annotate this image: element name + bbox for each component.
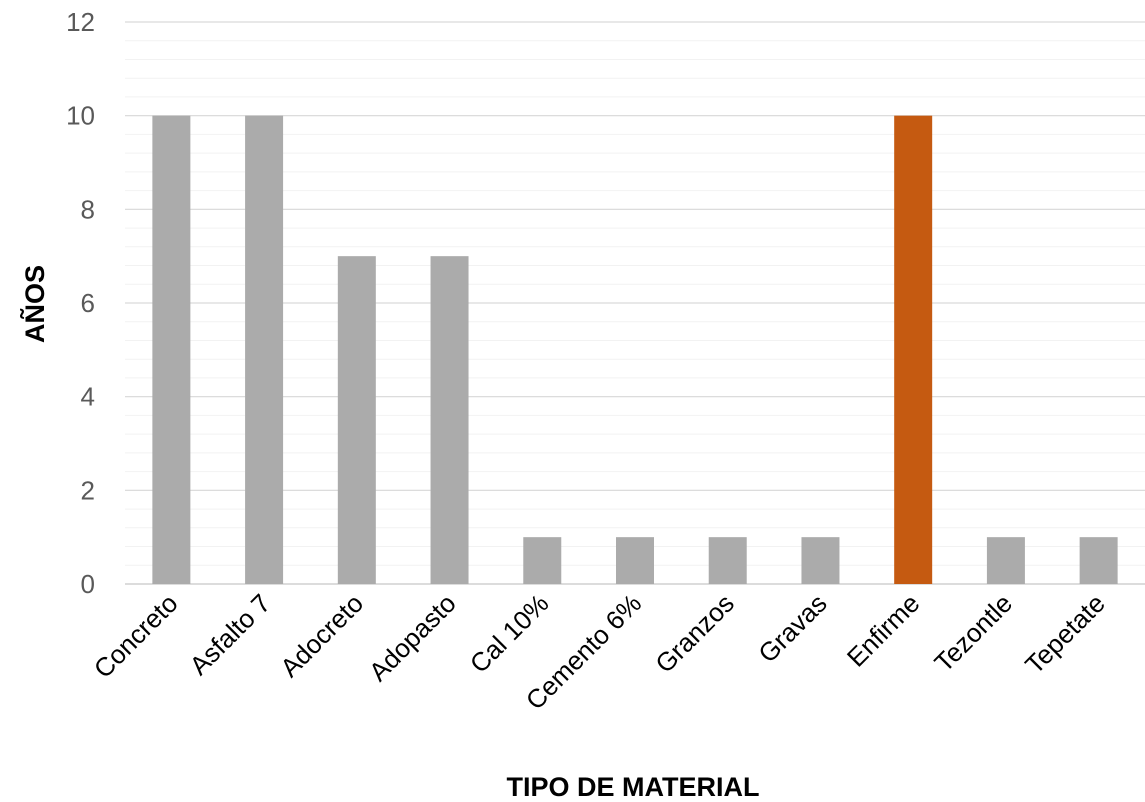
y-tick-label: 10 — [66, 101, 95, 131]
bar-gravas — [801, 537, 840, 584]
bar-cal-10 — [523, 537, 562, 584]
bar-enfirme — [894, 115, 933, 585]
x-category-label: Adocreto — [274, 588, 369, 683]
bar-tepetate — [1079, 537, 1118, 584]
x-category-label: Tepetate — [1019, 588, 1111, 680]
x-category-label: Gravas — [752, 588, 832, 668]
x-category-label: Asfalto 7 — [184, 588, 277, 681]
x-category-label: Tezontle — [928, 588, 1018, 678]
y-tick-labels: 0 2 4 6 8 10 12 — [66, 7, 95, 599]
y-tick-label: 4 — [81, 382, 95, 412]
x-axis-title: TIPO DE MATERIAL — [507, 772, 760, 802]
x-category-label: Adopasto — [363, 588, 462, 687]
x-category-label: Concreto — [88, 588, 184, 684]
x-category-label: Granzos — [649, 588, 740, 679]
bar-tezontle — [986, 537, 1025, 584]
y-tick-label: 0 — [81, 569, 95, 599]
x-category-label: Enfirme — [841, 588, 926, 673]
bar-adocreto — [337, 256, 376, 584]
bar-adopasto — [430, 256, 469, 584]
y-tick-label: 2 — [81, 475, 95, 505]
gridlines — [125, 21, 1145, 585]
bar-granzos — [708, 537, 747, 584]
x-category-label: Cal 10% — [464, 588, 555, 679]
y-tick-label: 6 — [81, 288, 95, 318]
bar-cemento-6 — [616, 537, 654, 584]
bars — [152, 115, 1118, 585]
y-tick-label: 8 — [81, 194, 95, 224]
y-tick-label: 12 — [66, 7, 95, 37]
y-axis-title: AÑOS — [19, 265, 50, 343]
bar-concreto — [152, 115, 191, 585]
bar-asfalto-7 — [245, 115, 284, 585]
